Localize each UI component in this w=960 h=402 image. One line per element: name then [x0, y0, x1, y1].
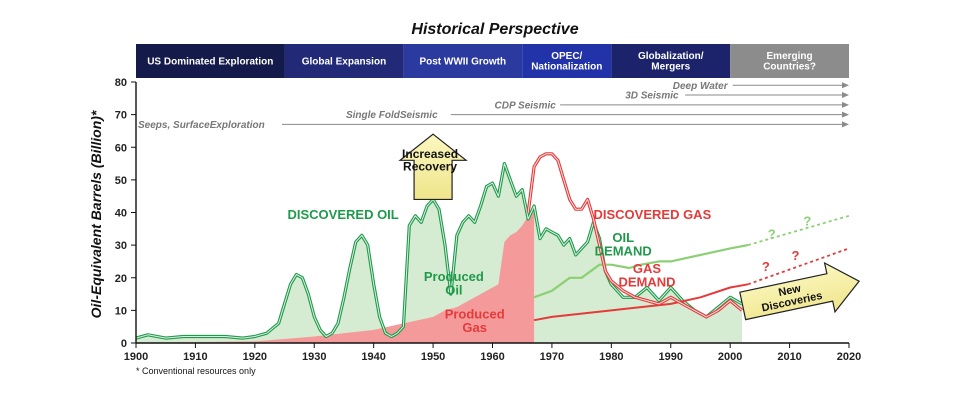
tech-label: 3D Seismic [625, 91, 679, 102]
series-annotation: Produced Gas [445, 307, 505, 336]
tech-arrow-head [842, 101, 849, 108]
y-tick-label: 0 [121, 338, 127, 350]
question-mark: ? [762, 259, 770, 274]
series-annotation: DISCOVERED GAS [594, 207, 712, 222]
y-tick-label: 80 [115, 77, 127, 89]
y-tick-label: 50 [115, 175, 127, 187]
era-label-line: Mergers [651, 62, 690, 73]
y-tick-label: 30 [115, 240, 127, 252]
new-discoveries-label-line: New [777, 283, 802, 300]
increased-recovery-label-line: Increased [402, 147, 458, 161]
era-label-line: Countries? [763, 62, 816, 73]
era-label: Emerging Countries? [763, 51, 816, 73]
x-tick-label: 1920 [243, 351, 267, 363]
series-annotation-line: DISCOVERED GAS [594, 207, 712, 222]
gas-demand-line [533, 283, 749, 322]
era-band [730, 44, 849, 78]
era-band [284, 44, 404, 78]
tech-arrow-head [842, 92, 849, 99]
x-tick-label: 1930 [302, 351, 326, 363]
x-tick-label: 1950 [421, 351, 445, 363]
series-annotation-line: Gas [462, 320, 487, 335]
era-label: Globalization/Mergers [638, 51, 704, 73]
x-tick-label: 1990 [659, 351, 683, 363]
chart-title: Historical Perspective [411, 21, 578, 38]
x-tick-label: 2020 [837, 351, 861, 363]
era-label: Post WWII Growth [419, 57, 506, 68]
series-annotation: Produced Oil [424, 269, 484, 298]
era-label-line: Global Expansion [302, 57, 386, 68]
series-annotation-line: Oil [445, 283, 462, 298]
question-mark: ? [792, 248, 800, 263]
series-annotation-line: DEMAND [618, 275, 675, 290]
x-tick-label: 1980 [599, 351, 623, 363]
tech-arrow-head [842, 121, 849, 128]
x-tick-label: 1900 [124, 351, 148, 363]
era-label: Global Expansion [302, 57, 386, 68]
oil-demand-line [533, 244, 749, 299]
oil-demand-projection [747, 214, 850, 246]
era-label-line: OPEC/ [551, 51, 582, 62]
era-label-line: Post WWII Growth [419, 57, 506, 68]
y-axis-label: Oil-Equivalent Barrels (Billion)* [88, 110, 104, 318]
x-tick-label: 1940 [361, 351, 385, 363]
series-annotation: GAS DEMAND [618, 261, 675, 290]
era-band [611, 44, 731, 78]
x-tick-label: 1960 [480, 351, 504, 363]
x-tick-label: 1970 [540, 351, 564, 363]
footnote: * Conventional resources only [136, 366, 256, 376]
y-tick-label: 60 [115, 142, 127, 154]
era-label-line: Nationalization [531, 62, 602, 73]
era-label: OPEC/Nationalization [531, 51, 602, 73]
tech-label: Deep Water [673, 81, 729, 92]
series-annotation-line: OIL [612, 230, 634, 245]
x-tick-label: 1910 [183, 351, 207, 363]
era-label-line: Globalization/ [638, 51, 704, 62]
tech-arrow-head [842, 111, 849, 118]
era-band [403, 44, 523, 78]
tech-label: Seeps, SurfaceExploration [138, 120, 265, 131]
series-annotation-line: DISCOVERED OIL [288, 207, 399, 222]
series-annotation-line: DEMAND [595, 244, 652, 259]
x-tick-label: 2000 [718, 351, 742, 363]
era-label-line: US Dominated Exploration [147, 57, 273, 68]
y-tick-label: 20 [115, 273, 127, 285]
y-tick-label: 40 [115, 208, 127, 220]
produced-gas-area [136, 212, 535, 343]
tech-label: Single FoldSeismic [346, 110, 438, 121]
question-mark: ? [768, 227, 776, 242]
series-annotation: OIL DEMAND [595, 230, 652, 259]
era-band [522, 44, 612, 78]
x-tick-label: 2010 [777, 351, 801, 363]
new-discoveries-arrow [739, 261, 861, 321]
tech-label: CDP Seismic [495, 100, 557, 111]
discovered-gas-line-inner [527, 153, 743, 318]
new-discoveries-arrow-group: NewDiscoveries [739, 261, 861, 321]
y-tick-label: 10 [115, 305, 127, 317]
tech-arrow-head [842, 82, 849, 89]
series-annotation: DISCOVERED OIL [288, 207, 399, 222]
increased-recovery-label-line: Recovery [403, 159, 457, 173]
series-annotation-line: GAS [633, 261, 662, 276]
question-mark: ? [803, 214, 811, 229]
y-tick-label: 70 [115, 110, 127, 122]
era-label: US Dominated Exploration [147, 57, 273, 68]
increased-recovery-arrow [398, 133, 468, 201]
series-annotation-line: Produced [424, 269, 484, 284]
series-annotation-line: Produced [445, 307, 505, 322]
era-label-line: Emerging [767, 51, 813, 62]
era-band [136, 44, 285, 78]
increased-recovery-label: Increased Recovery [402, 147, 458, 174]
